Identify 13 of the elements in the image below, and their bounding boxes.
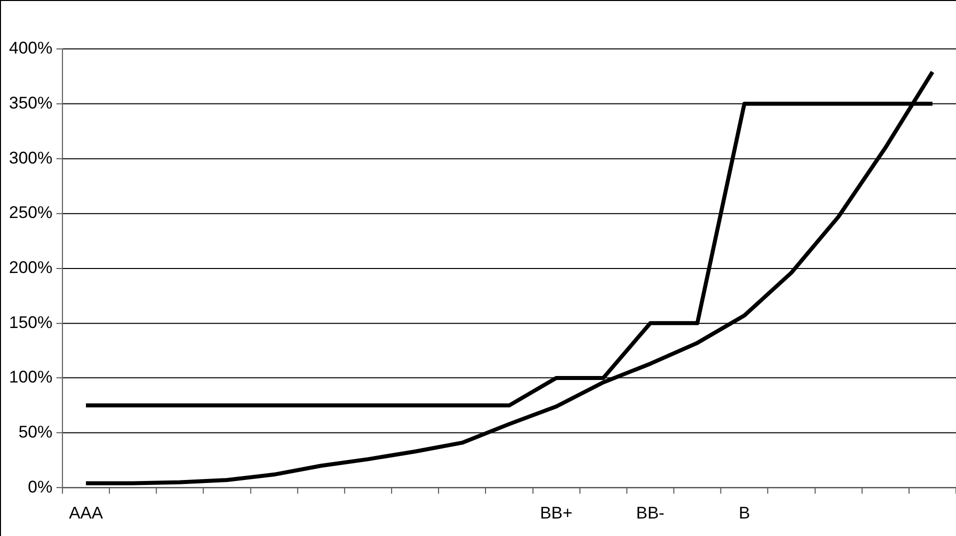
y-tick-label: 150% xyxy=(9,312,52,332)
x-tick-label: B xyxy=(738,504,750,523)
x-tick-label: BB- xyxy=(636,504,664,523)
y-tick-label: 0% xyxy=(28,477,52,496)
y-tick-label: 350% xyxy=(9,93,52,112)
y-tick-label: 400% xyxy=(9,38,52,58)
y-tick-label: 50% xyxy=(18,422,52,442)
x-tick-label: BB+ xyxy=(540,504,573,523)
y-tick-label: 300% xyxy=(9,148,52,168)
y-tick-label: 200% xyxy=(9,258,52,277)
y-tick-label: 250% xyxy=(9,203,52,222)
y-tick-label: 100% xyxy=(9,368,52,387)
x-tick-label: AAA xyxy=(68,504,104,523)
